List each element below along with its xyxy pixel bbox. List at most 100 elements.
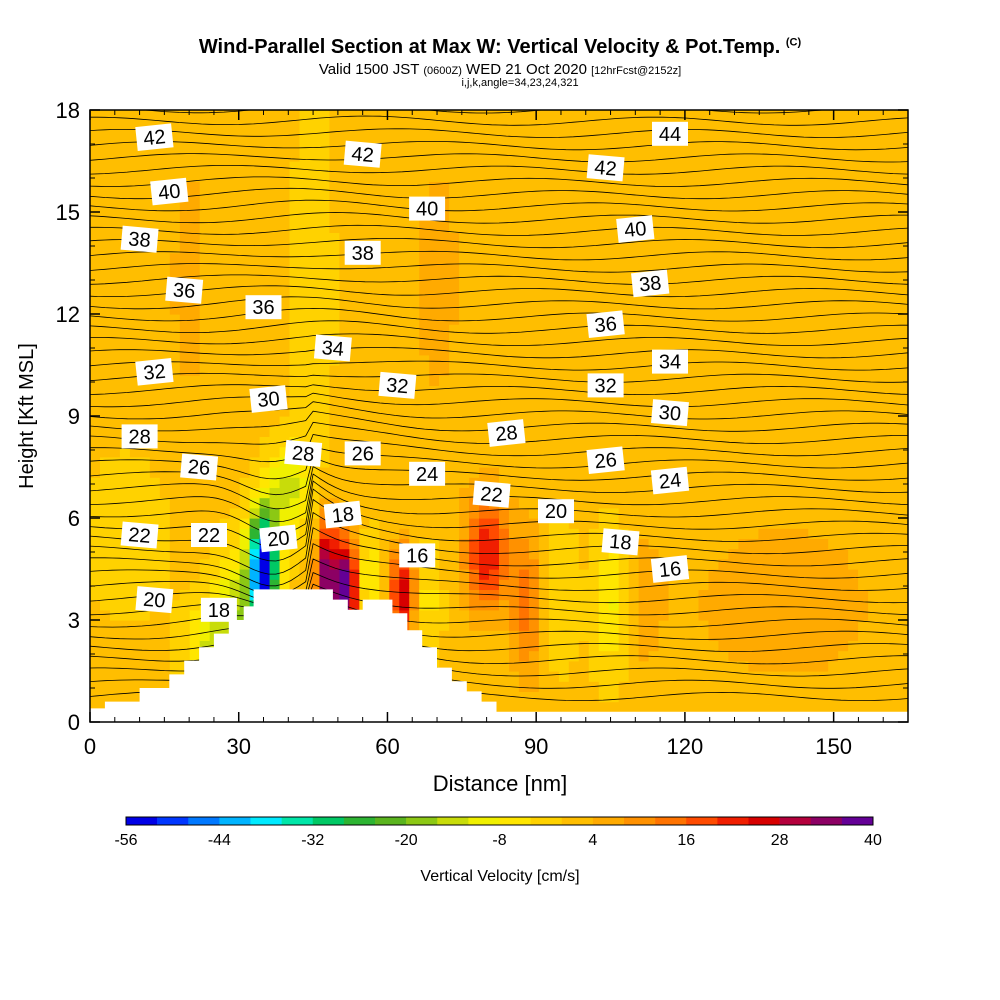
velocity-cell bbox=[379, 324, 390, 335]
velocity-cell bbox=[678, 273, 690, 284]
velocity-cell bbox=[269, 140, 281, 152]
velocity-cell bbox=[329, 212, 340, 223]
velocity-cell bbox=[558, 650, 570, 662]
velocity-cell bbox=[628, 507, 640, 519]
velocity-cell bbox=[828, 191, 839, 203]
velocity-cell bbox=[249, 242, 261, 254]
velocity-cell bbox=[489, 120, 500, 131]
velocity-cell bbox=[818, 630, 829, 641]
velocity-cell bbox=[469, 273, 480, 284]
velocity-cell bbox=[848, 324, 859, 335]
velocity-cell bbox=[528, 528, 540, 539]
velocity-cell bbox=[149, 395, 161, 407]
velocity-cell bbox=[618, 579, 630, 590]
velocity-cell bbox=[888, 681, 899, 692]
velocity-cell bbox=[758, 446, 769, 458]
velocity-cell bbox=[229, 416, 241, 427]
velocity-cell bbox=[868, 426, 879, 437]
velocity-cell bbox=[479, 660, 490, 672]
velocity-cell bbox=[179, 640, 191, 652]
velocity-cell bbox=[269, 344, 281, 356]
velocity-cell bbox=[858, 477, 869, 488]
velocity-cell bbox=[229, 242, 241, 254]
isentrope-line bbox=[90, 558, 908, 603]
velocity-cell bbox=[888, 405, 899, 417]
velocity-cell bbox=[788, 263, 799, 274]
velocity-cell bbox=[429, 232, 440, 244]
velocity-cell bbox=[459, 150, 470, 162]
velocity-cell bbox=[389, 436, 400, 448]
velocity-cell bbox=[329, 283, 340, 295]
velocity-cell bbox=[788, 232, 799, 244]
velocity-cell bbox=[798, 467, 809, 478]
velocity-cell bbox=[788, 324, 799, 335]
velocity-cell bbox=[868, 487, 879, 499]
velocity-cell bbox=[568, 640, 580, 652]
velocity-cell bbox=[538, 303, 550, 315]
velocity-cell bbox=[508, 385, 520, 397]
velocity-cell bbox=[858, 293, 869, 305]
velocity-cell bbox=[299, 283, 311, 295]
velocity-cell bbox=[638, 446, 650, 458]
velocity-cell bbox=[329, 405, 340, 417]
velocity-cell bbox=[888, 671, 899, 682]
velocity-cell bbox=[139, 252, 151, 264]
velocity-cell bbox=[508, 589, 520, 601]
velocity-cell bbox=[269, 548, 281, 560]
velocity-cell bbox=[109, 650, 121, 662]
velocity-cell bbox=[888, 181, 899, 193]
velocity-cell bbox=[768, 497, 779, 509]
velocity-cell bbox=[159, 426, 171, 437]
velocity-cell bbox=[748, 130, 759, 142]
velocity-cell bbox=[259, 344, 271, 356]
velocity-cell bbox=[289, 579, 301, 590]
velocity-cell bbox=[90, 507, 101, 519]
velocity-cell bbox=[459, 650, 470, 662]
velocity-cell bbox=[249, 252, 261, 264]
velocity-cell bbox=[588, 263, 600, 274]
velocity-cell bbox=[838, 456, 849, 468]
velocity-cell bbox=[399, 201, 410, 213]
velocity-cell bbox=[608, 365, 620, 376]
velocity-cell bbox=[319, 212, 331, 223]
velocity-cell bbox=[159, 507, 171, 519]
velocity-cell bbox=[678, 528, 690, 539]
isentrope-line bbox=[90, 212, 908, 224]
velocity-cell bbox=[239, 314, 251, 325]
velocity-cell bbox=[708, 589, 720, 601]
velocity-cell bbox=[479, 232, 490, 244]
velocity-cell bbox=[608, 140, 620, 152]
velocity-cell bbox=[179, 477, 191, 488]
velocity-cell bbox=[399, 416, 410, 427]
velocity-cell bbox=[209, 252, 221, 264]
velocity-cell bbox=[499, 660, 510, 672]
velocity-cell bbox=[758, 191, 769, 203]
velocity-cell bbox=[528, 212, 540, 223]
velocity-cell bbox=[748, 518, 759, 529]
velocity-cell bbox=[888, 344, 899, 356]
velocity-cell bbox=[688, 497, 700, 509]
velocity-cell bbox=[718, 640, 730, 652]
velocity-cell bbox=[798, 375, 809, 386]
velocity-cell bbox=[189, 252, 201, 264]
velocity-cell bbox=[828, 558, 839, 570]
velocity-cell bbox=[489, 671, 500, 682]
velocity-cell bbox=[379, 120, 390, 131]
velocity-cell bbox=[718, 589, 730, 601]
velocity-cell bbox=[708, 212, 720, 223]
velocity-cell bbox=[499, 354, 510, 366]
velocity-cell bbox=[548, 416, 560, 427]
velocity-cell bbox=[568, 456, 580, 468]
velocity-cell bbox=[648, 263, 660, 274]
velocity-cell bbox=[389, 252, 400, 264]
velocity-cell bbox=[738, 354, 749, 366]
velocity-cell bbox=[808, 426, 819, 437]
velocity-cell bbox=[758, 150, 769, 162]
velocity-cell bbox=[798, 416, 809, 427]
velocity-cell bbox=[678, 589, 690, 601]
velocity-cell bbox=[688, 456, 700, 468]
velocity-cell bbox=[548, 701, 560, 713]
velocity-cell bbox=[598, 181, 610, 193]
velocity-cell bbox=[329, 324, 340, 335]
